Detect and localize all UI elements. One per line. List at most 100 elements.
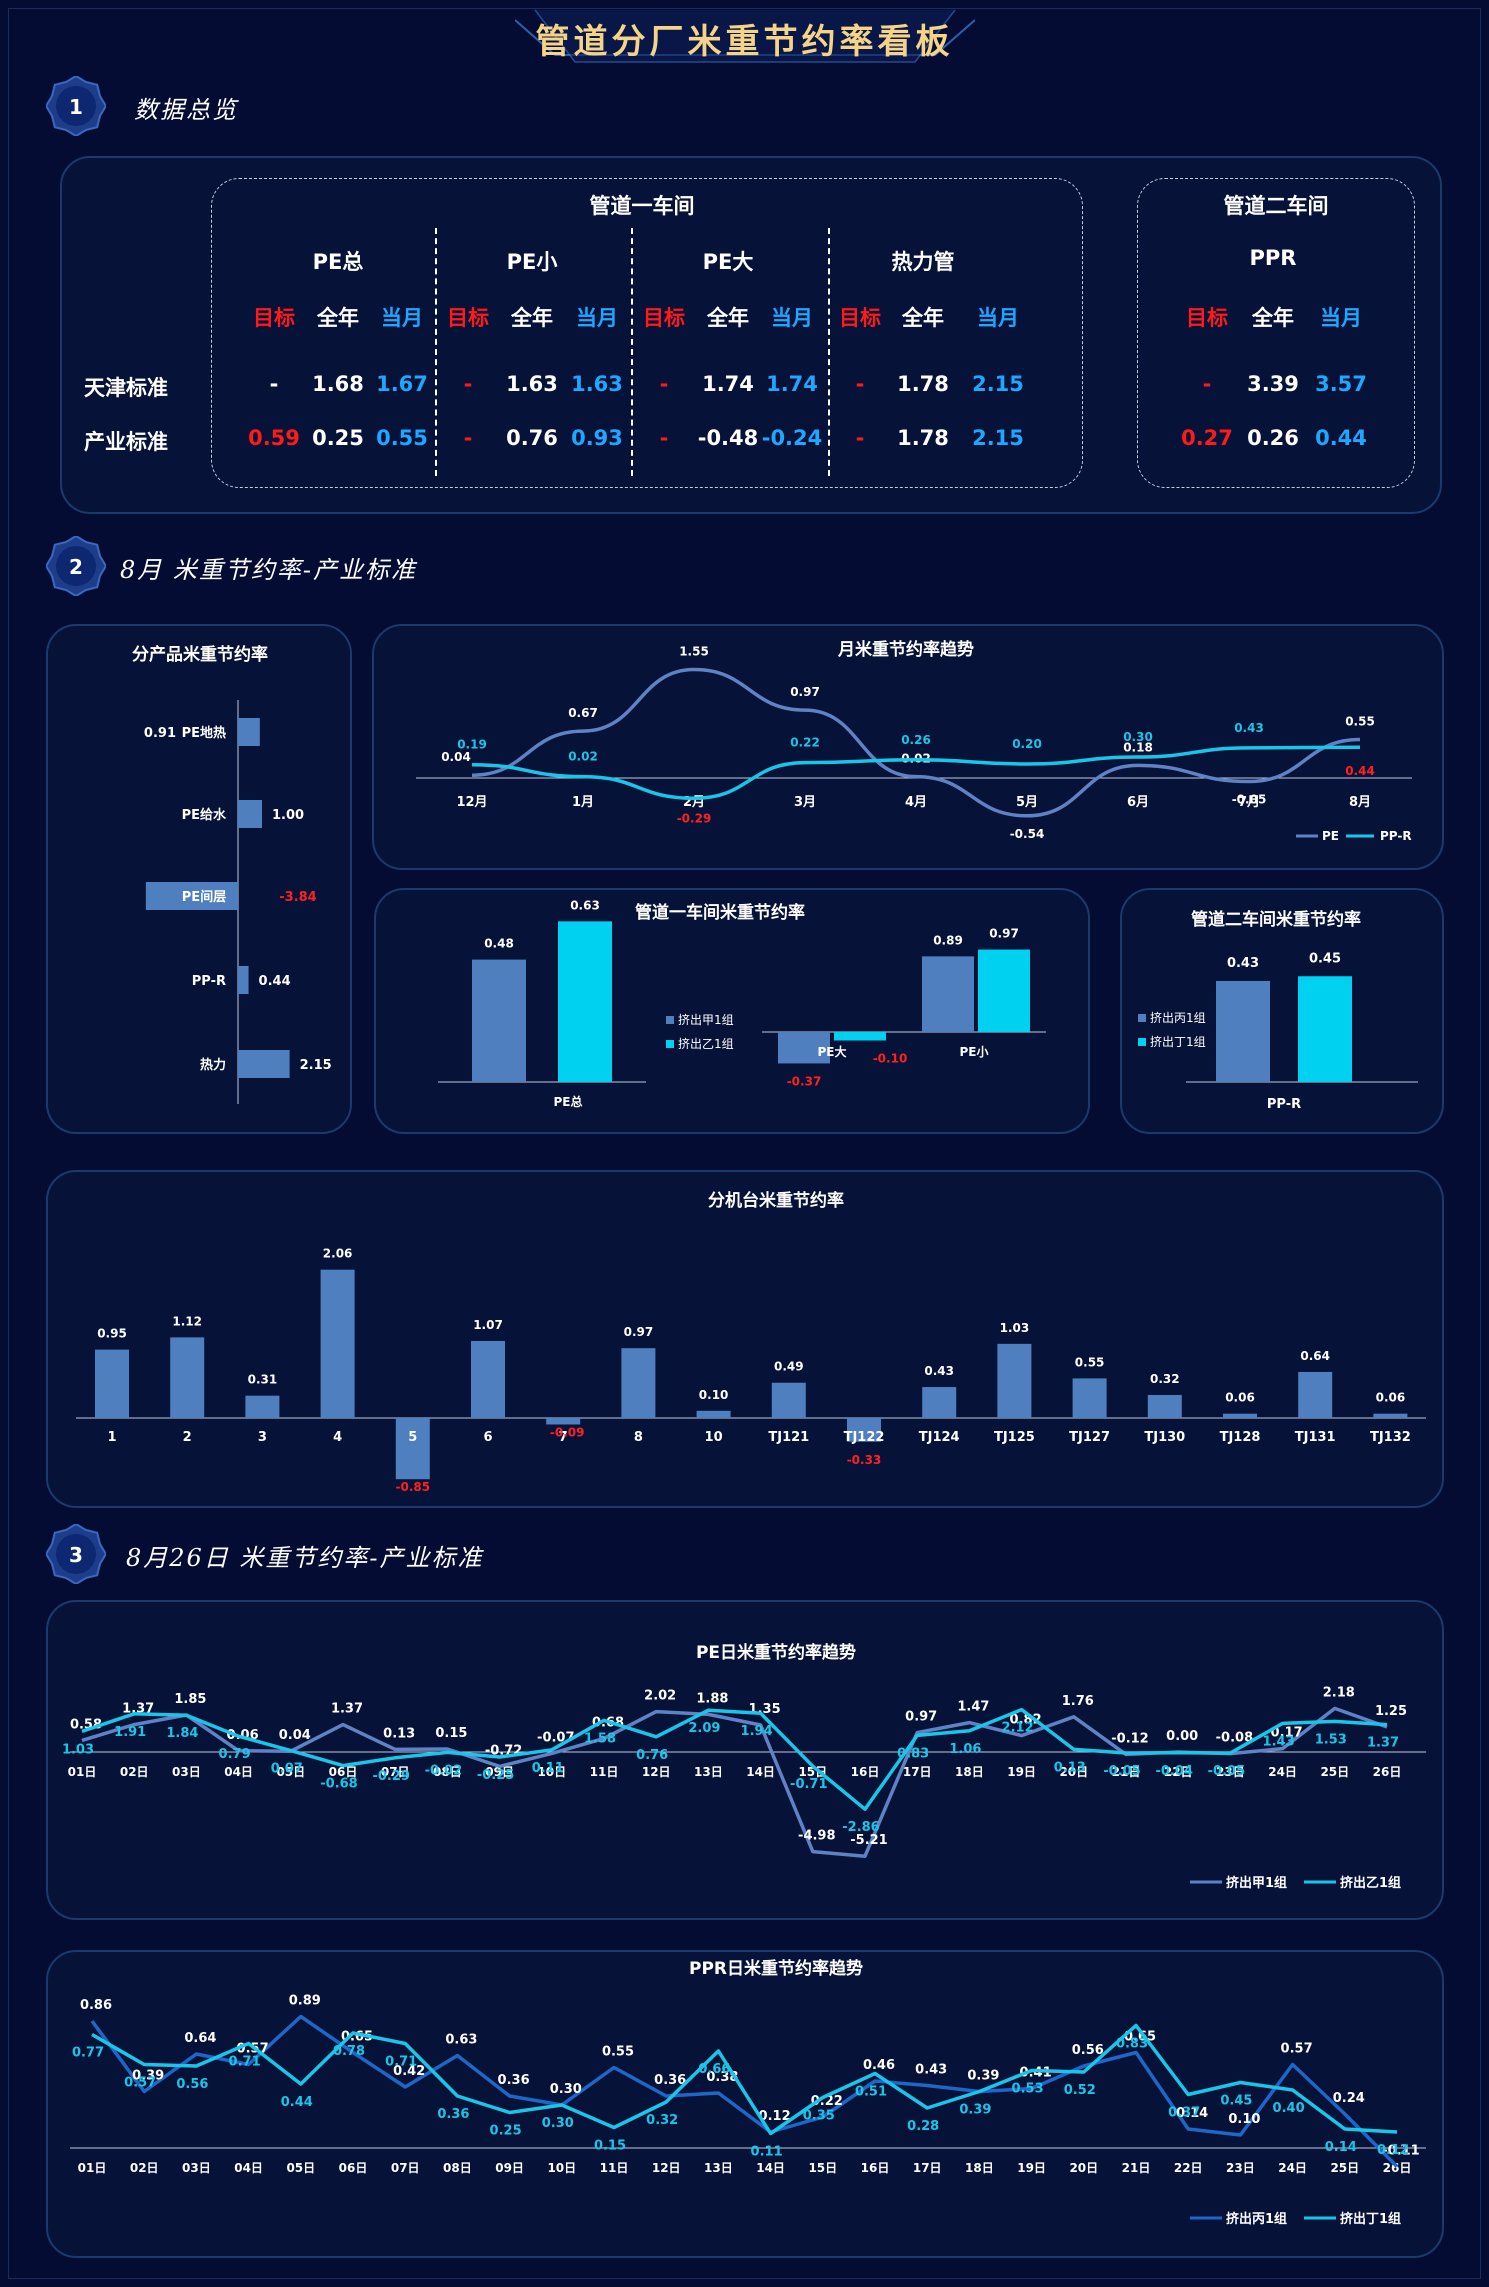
data-label: 0.06 [1376,1391,1406,1405]
legend-label: PP-R [1380,829,1412,843]
x-tick-label: 01日 [78,2161,107,2175]
data-label: 0.06 [1225,1391,1255,1405]
data-label: 0.13 [383,1726,415,1741]
category-label: PE给水 [182,807,227,823]
bar [978,949,1030,1032]
data-label: 0.76 [636,1748,668,1763]
data-label: 0.14 [1325,2140,1357,2155]
data-label: 1.07 [473,1318,503,1332]
section-badge-2: 2 [44,534,108,598]
data-label: 0.30 [1123,730,1153,744]
cell-value: 2.15 [972,426,1024,450]
data-label: 0.04 [441,750,471,764]
data-label: 0.37 [1168,2106,1200,2121]
bar [922,956,974,1032]
group-name: 热力管 [891,250,955,274]
data-label: 1.12 [172,1314,202,1328]
category-label: PE间层 [182,889,226,905]
x-tick-label: 18日 [955,1765,984,1779]
legend-label: 挤出丁1组 [1340,2211,1401,2227]
legend-label: 挤出甲1组 [1226,1875,1287,1891]
x-tick-label: 7 [559,1430,568,1445]
data-label: 0.38 [706,2070,738,2085]
data-label: 0.83 [897,1746,929,1761]
data-label: -0.09 [550,1425,585,1439]
x-tick-label: 06日 [329,1765,358,1779]
data-label: 0.64 [184,2031,216,2046]
x-tick-label: TJ127 [1069,1430,1110,1445]
legend-label: 挤出乙1组 [678,1036,734,1051]
x-tick-label: 09日 [495,2161,524,2175]
series-line-挤出乙1组 [81,1707,1388,1811]
data-label: 0.55 [1075,1355,1105,1369]
bar [1072,1378,1107,1418]
chart-title: PPR日米重节约率趋势 [689,1958,863,1979]
x-tick-label: 13日 [694,1765,723,1779]
data-label: 1.88 [696,1691,728,1706]
bar [546,1418,581,1425]
data-label: 0.71 [385,2055,417,2070]
data-label: -0.37 [787,1074,822,1088]
x-tick-label: 5月 [1016,795,1038,810]
data-label: -0.05 [1232,793,1267,807]
data-label: 0.24 [1333,2091,1365,2106]
bar [238,966,249,994]
data-label: -0.29 [372,1769,409,1784]
data-label: 0.22 [790,736,820,750]
data-label: -0.12 [1111,1731,1148,1746]
data-label: 0.43 [915,2063,947,2078]
data-label: -0.07 [537,1730,574,1745]
x-tick-label: 04日 [234,2161,263,2175]
x-tick-label: 3 [258,1430,267,1445]
data-label: 2.15 [300,1058,332,1073]
cell-value: 0.44 [1315,426,1367,450]
col-label: 全年 [317,306,359,330]
cell-value: 2.15 [972,372,1024,396]
separator [435,228,437,476]
col-label: 目标 [1186,306,1228,330]
x-tick-label: 14日 [756,2161,785,2175]
data-label: 0.17 [1271,1726,1303,1741]
x-tick-label: 1月 [572,795,594,810]
cell-value: -0.48 [697,426,759,450]
data-label: 0.43 [924,1364,954,1378]
col-label: 目标 [643,306,685,330]
x-tick-label: 11日 [590,1765,619,1779]
data-label: 0.18 [1123,740,1153,754]
data-label: 0.46 [863,2058,895,2073]
bar [696,1410,731,1418]
data-label: 0.56 [176,2077,208,2092]
bar [1223,1413,1257,1418]
x-tick-label: 01日 [68,1765,97,1779]
x-tick-label: 14日 [746,1765,775,1779]
data-label: 2.02 [644,1689,676,1704]
data-label: 0.89 [933,933,963,947]
data-label: 1.03 [1000,1321,1030,1335]
section-badge-3: 3 [44,1522,108,1586]
data-label: -0.25 [477,1768,514,1783]
data-label: 0.57 [1281,2042,1313,2057]
series-line-PP-R [471,745,1361,801]
x-tick-label: 19日 [1007,1765,1036,1779]
x-tick-label: 07日 [381,1765,410,1779]
x-tick-label: 06日 [339,2161,368,2175]
data-label: 0.42 [393,2064,425,2079]
x-tick-label: 20日 [1069,2161,1098,2175]
x-tick-label: 15日 [798,1765,827,1779]
x-tick-label: 26日 [1373,1765,1402,1779]
x-tick-label: 04日 [224,1765,253,1779]
data-label: 1.94 [741,1724,773,1739]
x-tick-label: 20日 [1059,1765,1088,1779]
legend-label: 挤出丙1组 [1150,1010,1206,1025]
section-title-3: 8月26日 米重节约率-产业标准 [126,1544,484,1572]
legend-marker [1138,1014,1146,1022]
bar [847,1418,881,1442]
x-tick-label: 17日 [903,1765,932,1779]
data-label: -0.05 [1103,1764,1140,1779]
data-label: 0.22 [811,2094,843,2109]
x-tick-label: 25日 [1320,1765,1349,1779]
x-tick-label: TJ124 [919,1430,960,1445]
x-tick-label: 8月 [1349,795,1371,810]
data-label: 0.82 [1010,1713,1042,1728]
